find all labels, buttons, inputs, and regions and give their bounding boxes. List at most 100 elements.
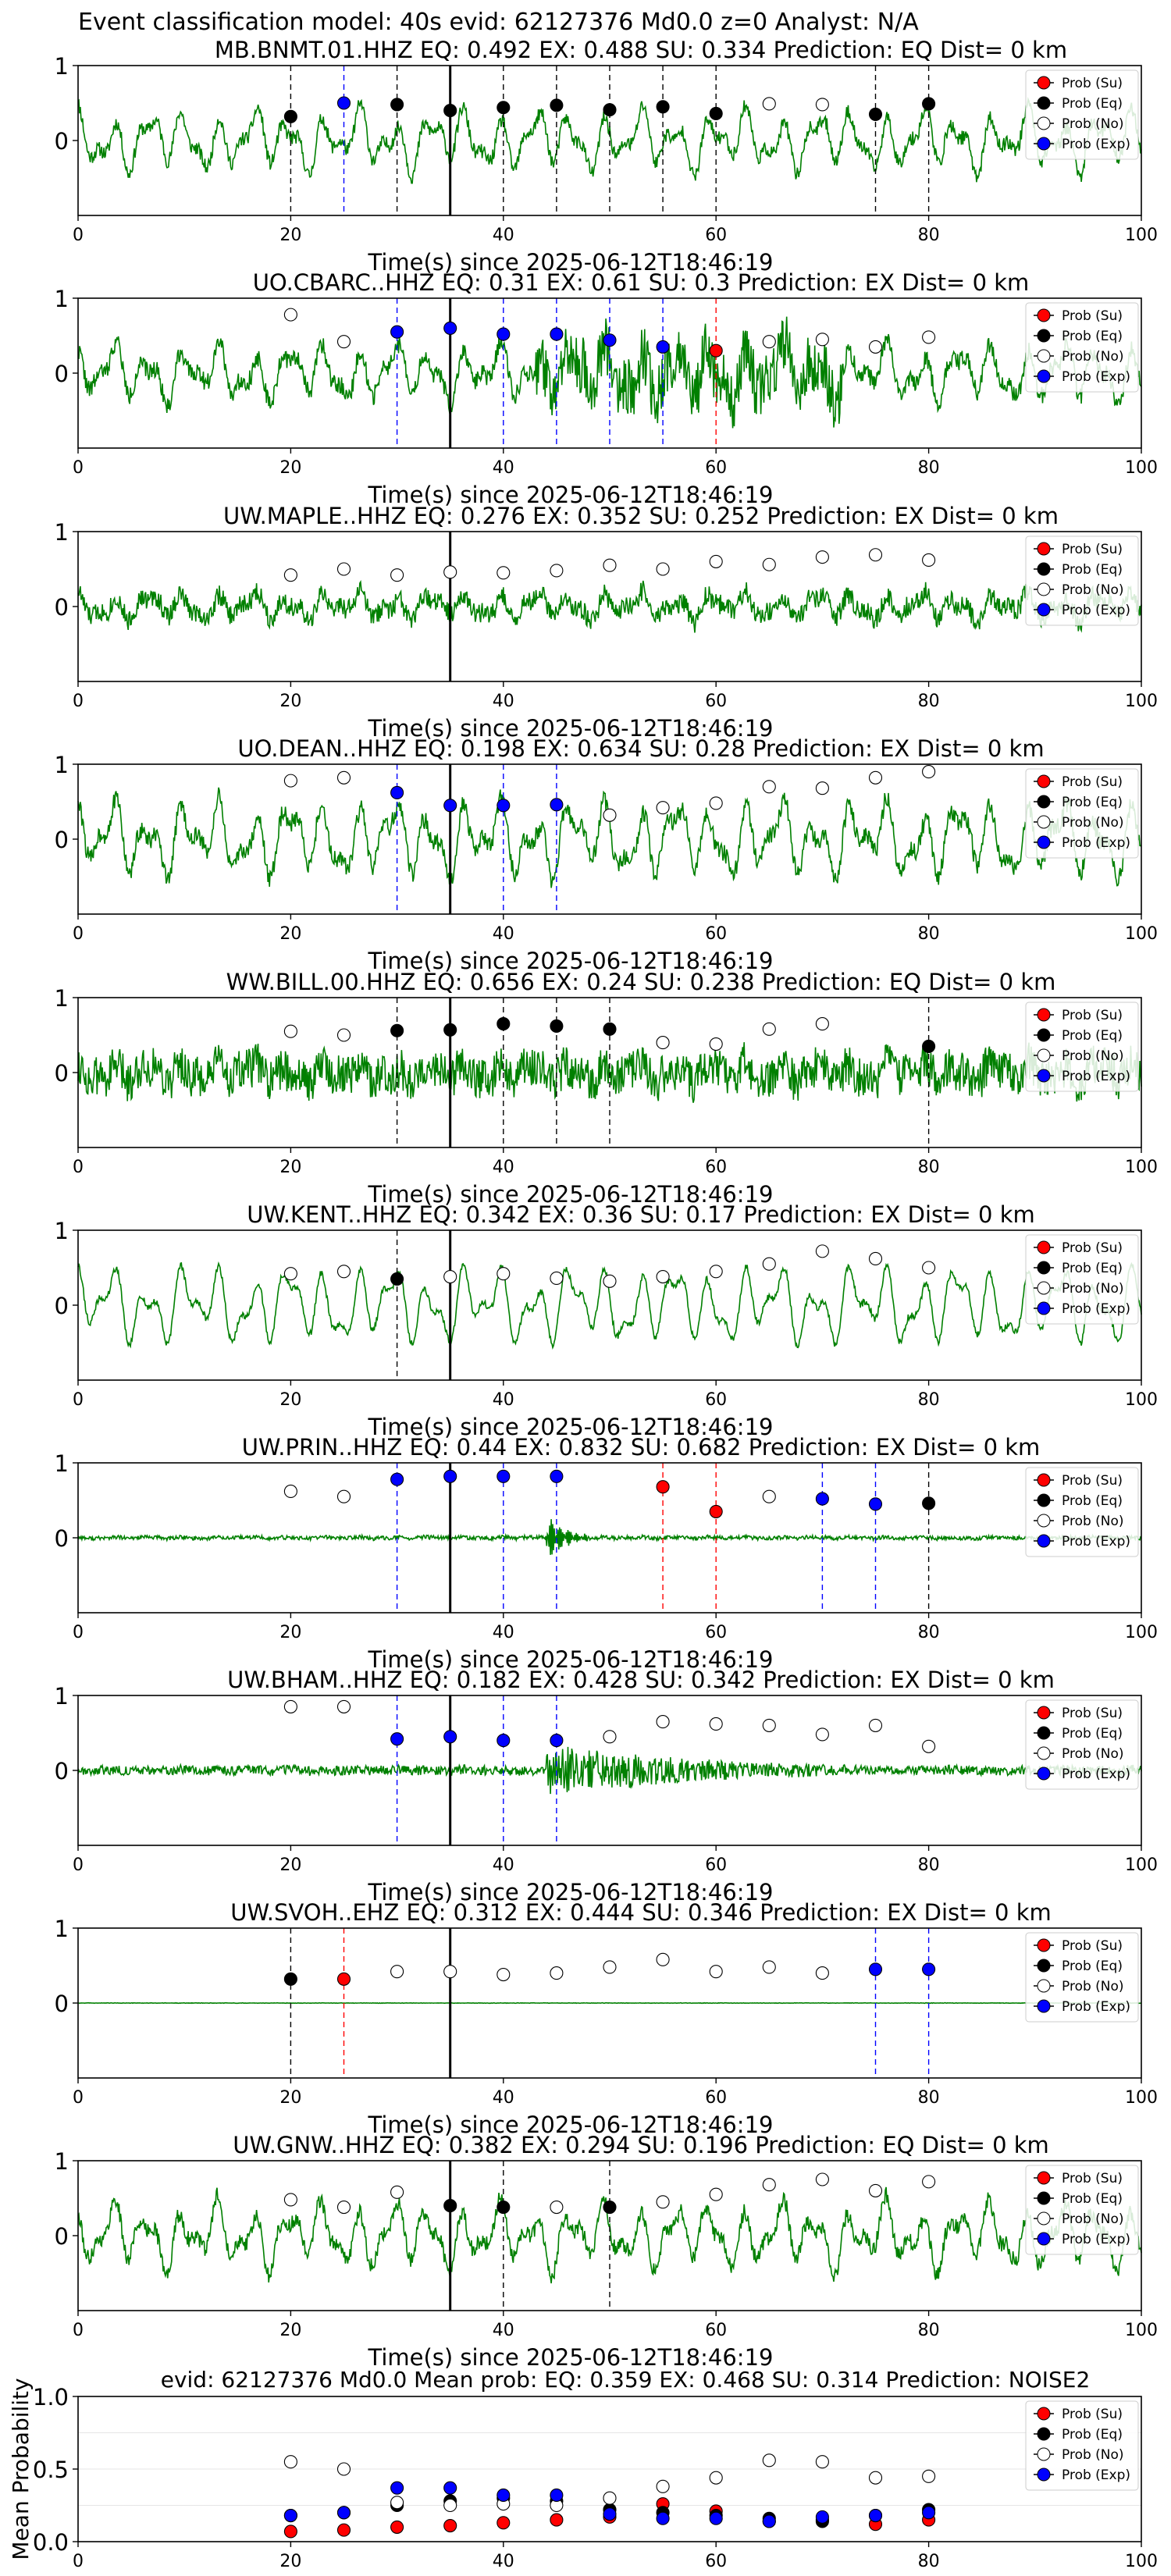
x-tick-label: 0 (73, 2321, 84, 2340)
probability-marker (550, 1469, 564, 1483)
probability-marker (390, 325, 404, 339)
y-tick-label: 0.5 (33, 2457, 69, 2483)
x-tick-label: 80 (918, 458, 940, 478)
probability-marker (336, 1265, 351, 1279)
panel-title: WW.BILL.00.HHZ EQ: 0.656 EX: 0.24 SU: 0.… (226, 969, 1056, 995)
probability-marker (497, 2200, 511, 2215)
probability-marker (603, 1960, 617, 1974)
legend-label: Prob (Exp) (1062, 137, 1130, 152)
mean-probability-point (922, 2469, 936, 2483)
probability-marker (922, 1739, 936, 1753)
legend-label: Prob (Exp) (1062, 1999, 1130, 2015)
x-tick-label: 0 (73, 458, 84, 478)
x-tick-label: 40 (493, 1623, 514, 1642)
probability-marker (390, 98, 404, 112)
x-tick-label: 60 (705, 2088, 727, 2108)
y-tick-label: 0 (55, 827, 69, 853)
legend-label: Prob (Exp) (1062, 603, 1130, 618)
mean-probability-point (443, 2518, 457, 2533)
y-tick-label: 0.0 (33, 2529, 69, 2556)
probability-marker (283, 1972, 297, 1986)
legend-label: Prob (No) (1062, 2211, 1124, 2227)
probability-marker (283, 774, 297, 788)
legend-box (1025, 1234, 1139, 1325)
probability-marker (656, 1715, 670, 1729)
panel-title: UW.KENT..HHZ EQ: 0.342 EX: 0.36 SU: 0.17… (247, 1201, 1035, 1228)
probability-marker (283, 1024, 297, 1038)
y-tick-label: 1 (55, 985, 69, 1012)
x-tick-label: 100 (1125, 1856, 1158, 1875)
x-axis-label: Time(s) since 2025-06-12T18:46:19 (368, 948, 774, 974)
legend-marker (1037, 2191, 1051, 2205)
x-tick-label: 40 (493, 226, 514, 245)
legend-label: Prob (Su) (1062, 2171, 1123, 2186)
probability-marker (390, 1023, 404, 1037)
probability-marker (336, 1028, 351, 1042)
x-tick-label: 20 (279, 924, 301, 944)
mean-probability-point (656, 2511, 670, 2525)
x-axis-label: Time(s) since 2025-06-12T18:46:19 (368, 1646, 774, 1673)
mean-probability-point (762, 2453, 776, 2467)
legend-marker (1037, 76, 1051, 90)
legend-label: Prob (Eq) (1062, 2427, 1123, 2443)
probability-marker (497, 327, 511, 341)
legend-marker (1037, 1534, 1051, 1548)
x-tick-label: 100 (1125, 1623, 1158, 1642)
x-tick-label: 60 (705, 1158, 727, 1177)
figure-suptitle: Event classification model: 40s evid: 62… (78, 9, 919, 36)
probability-marker (922, 1039, 936, 1053)
probability-marker (497, 1267, 511, 1281)
x-tick-label: 100 (1125, 1158, 1158, 1177)
probability-marker (550, 1966, 564, 1980)
probability-marker (815, 333, 829, 347)
legend-marker (1037, 1240, 1051, 1254)
x-tick-label: 0 (73, 1158, 84, 1177)
probability-marker (868, 340, 883, 354)
probability-marker (815, 1017, 829, 1031)
probability-marker (336, 96, 351, 110)
y-tick-label: 1.0 (33, 2384, 69, 2411)
station-panel: UW.BHAM..HHZ EQ: 0.182 EX: 0.428 SU: 0.3… (55, 1667, 1158, 1905)
probability-marker (336, 562, 351, 576)
probability-marker (497, 1734, 511, 1748)
probability-marker (656, 562, 670, 576)
x-tick-label: 60 (705, 458, 727, 478)
legend-marker (1037, 1048, 1051, 1062)
probability-marker (815, 1727, 829, 1742)
x-tick-label: 40 (493, 692, 514, 711)
probability-marker (762, 780, 776, 794)
x-tick-label: 20 (279, 458, 301, 478)
legend-marker (1037, 1959, 1051, 1973)
legend-label: Prob (Exp) (1062, 2232, 1130, 2247)
station-panel: UW.MAPLE..HHZ EQ: 0.276 EX: 0.352 SU: 0.… (55, 503, 1158, 742)
x-axis-label: Time(s) since 2025-06-12T18:46:19 (368, 2344, 774, 2371)
probability-marker (762, 557, 776, 571)
legend-label: Prob (No) (1062, 1048, 1124, 1064)
waveform-trace (77, 787, 1142, 888)
legend-label: Prob (No) (1062, 1514, 1124, 1529)
probability-marker (922, 553, 936, 568)
legend-marker (1037, 1746, 1051, 1760)
legend-marker (1037, 308, 1051, 322)
legend-box (1025, 1932, 1139, 2023)
probability-marker (603, 1730, 617, 1744)
probability-marker (656, 1952, 670, 1966)
mean-probability-point (283, 2508, 297, 2523)
x-tick-label: 40 (493, 1856, 514, 1875)
legend-label: Prob (No) (1062, 815, 1124, 831)
mean-probability-point (497, 2488, 511, 2503)
legend-label: Prob (No) (1062, 1281, 1124, 1297)
mean-probability-point (443, 2481, 457, 2495)
x-tick-label: 100 (1125, 1390, 1158, 1410)
station-panel: UW.PRIN..HHZ EQ: 0.44 EX: 0.832 SU: 0.68… (55, 1434, 1158, 1673)
probability-marker (656, 801, 670, 815)
legend-marker (1037, 349, 1051, 363)
legend-label: Prob (Exp) (1062, 1301, 1130, 1317)
x-tick-label: 60 (705, 2321, 727, 2340)
legend-label: Prob (Eq) (1062, 1261, 1123, 1276)
legend-label: Prob (Exp) (1062, 1767, 1130, 1782)
station-panel: UW.SVOH..EHZ EQ: 0.312 EX: 0.444 SU: 0.3… (55, 1899, 1158, 2138)
x-tick-label: 40 (493, 1158, 514, 1177)
probability-marker (550, 2200, 564, 2215)
station-panel: UO.CBARC..HHZ EQ: 0.31 EX: 0.61 SU: 0.3 … (55, 269, 1158, 508)
